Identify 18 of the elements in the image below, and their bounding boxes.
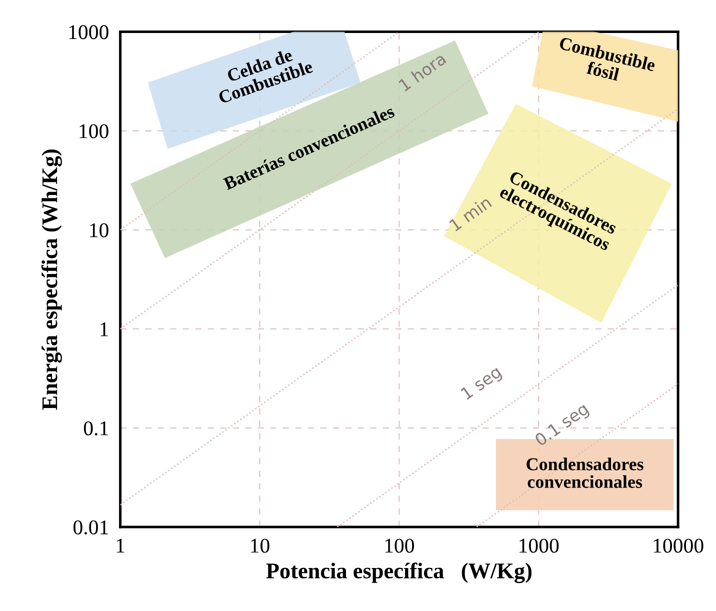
y-tick-label: 1000 (69, 25, 108, 40)
y-tick-label: 1 (100, 322, 108, 336)
annotation: 1 seg (460, 365, 504, 403)
x-tick-label: 1000 (520, 538, 559, 553)
y-tick-label: 100 (80, 124, 108, 138)
annotation: 0.1 seg (534, 402, 591, 450)
series-label: Condensadores convencionales (526, 458, 644, 488)
y-tick-label: 10 (90, 223, 108, 238)
x-tick-label: 1 (116, 538, 124, 553)
y-axis-title: Energía específica (Wh/Kg) (41, 150, 62, 410)
annotation: 1 hora (398, 52, 447, 92)
annotation: 1 min (448, 196, 492, 232)
y-tick-label: 0.1 (84, 421, 108, 436)
x-axis-title: Potencia específica (W/Kg) (266, 562, 532, 584)
x-tick-label: 100 (385, 538, 414, 553)
x-tick-label: 10000 (654, 538, 704, 553)
x-tick-label: 10 (251, 538, 270, 553)
y-tick-label: 0.01 (74, 520, 108, 535)
